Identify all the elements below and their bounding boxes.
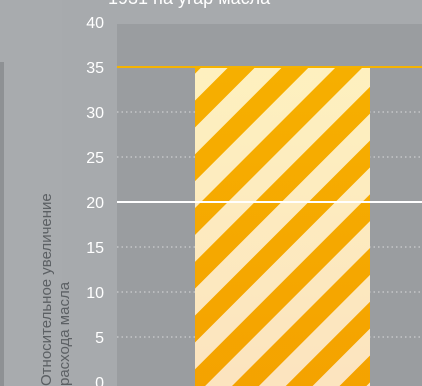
y-axis-label-line-1: Относительное увеличение [38, 193, 55, 386]
y-tick-label: 20 [86, 195, 104, 212]
bar-0 [195, 67, 370, 386]
chart-title: 1931 на угар масла [108, 0, 270, 9]
y-tick-label: 40 [86, 15, 104, 32]
left-panel [0, 0, 62, 386]
y-tick-label: 15 [86, 240, 104, 257]
y-tick-label: 30 [86, 105, 104, 122]
y-axis-label: Относительное увеличение расхода масла [38, 106, 74, 386]
y-tick-label: 35 [86, 60, 104, 77]
y-tick-label: 10 [86, 285, 104, 302]
y-tick-label: 5 [95, 330, 104, 347]
left-tab [0, 62, 4, 386]
y-tick-label: 25 [86, 150, 104, 167]
y-tick-label: 0 [95, 375, 104, 386]
y-axis-label-line-2: расхода масла [56, 281, 73, 386]
